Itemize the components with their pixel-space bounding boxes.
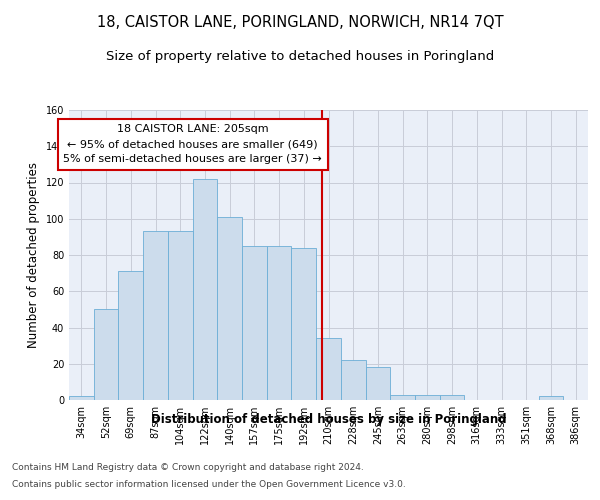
Bar: [390, 394, 415, 400]
Bar: [168, 232, 193, 400]
Bar: [217, 217, 242, 400]
Bar: [242, 246, 267, 400]
Text: Contains public sector information licensed under the Open Government Licence v3: Contains public sector information licen…: [12, 480, 406, 489]
Bar: [143, 232, 168, 400]
Text: Size of property relative to detached houses in Poringland: Size of property relative to detached ho…: [106, 50, 494, 63]
Bar: [193, 179, 217, 400]
Bar: [69, 396, 94, 400]
Bar: [292, 248, 316, 400]
Bar: [415, 394, 440, 400]
Y-axis label: Number of detached properties: Number of detached properties: [27, 162, 40, 348]
Bar: [118, 272, 143, 400]
Bar: [365, 368, 390, 400]
Text: 18, CAISTOR LANE, PORINGLAND, NORWICH, NR14 7QT: 18, CAISTOR LANE, PORINGLAND, NORWICH, N…: [97, 15, 503, 30]
Bar: [440, 394, 464, 400]
Text: Distribution of detached houses by size in Poringland: Distribution of detached houses by size …: [151, 412, 506, 426]
Bar: [341, 360, 365, 400]
Bar: [94, 310, 118, 400]
Bar: [316, 338, 341, 400]
Bar: [267, 246, 292, 400]
Text: 18 CAISTOR LANE: 205sqm
← 95% of detached houses are smaller (649)
5% of semi-de: 18 CAISTOR LANE: 205sqm ← 95% of detache…: [63, 124, 322, 164]
Bar: [539, 396, 563, 400]
Text: Contains HM Land Registry data © Crown copyright and database right 2024.: Contains HM Land Registry data © Crown c…: [12, 464, 364, 472]
